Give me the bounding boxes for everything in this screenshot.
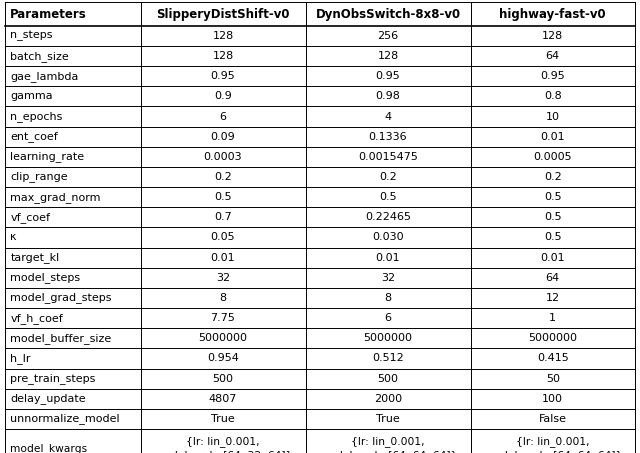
Text: 6: 6 bbox=[220, 111, 227, 121]
Text: target_kl: target_kl bbox=[10, 252, 60, 263]
Text: 500: 500 bbox=[212, 374, 234, 384]
Text: 100: 100 bbox=[542, 394, 563, 404]
Text: 0.5: 0.5 bbox=[544, 192, 561, 202]
Text: 10: 10 bbox=[546, 111, 560, 121]
Text: 0.0005: 0.0005 bbox=[533, 152, 572, 162]
Text: h_lr: h_lr bbox=[10, 353, 31, 364]
Text: 128: 128 bbox=[212, 51, 234, 61]
Text: {lr: lin_0.001,
model_arch: [64, 32, 64]}: {lr: lin_0.001, model_arch: [64, 32, 64]… bbox=[154, 436, 292, 453]
Text: 0.0003: 0.0003 bbox=[204, 152, 243, 162]
Text: clip_range: clip_range bbox=[10, 172, 68, 183]
Text: 0.5: 0.5 bbox=[544, 232, 561, 242]
Text: 256: 256 bbox=[378, 31, 399, 41]
Text: n_steps: n_steps bbox=[10, 31, 52, 41]
Text: 7.75: 7.75 bbox=[211, 313, 236, 323]
Text: 0.0015475: 0.0015475 bbox=[358, 152, 418, 162]
Text: 0.05: 0.05 bbox=[211, 232, 236, 242]
Text: vf_h_coef: vf_h_coef bbox=[10, 313, 63, 323]
Text: 0.954: 0.954 bbox=[207, 353, 239, 363]
Text: 0.2: 0.2 bbox=[544, 172, 561, 182]
Text: 0.030: 0.030 bbox=[372, 232, 404, 242]
Text: 4: 4 bbox=[385, 111, 392, 121]
Text: SlipperyDistShift-v0: SlipperyDistShift-v0 bbox=[156, 8, 290, 20]
Text: model_buffer_size: model_buffer_size bbox=[10, 333, 111, 344]
Text: highway-fast-v0: highway-fast-v0 bbox=[499, 8, 606, 20]
Text: 0.8: 0.8 bbox=[544, 92, 561, 101]
Text: 12: 12 bbox=[546, 293, 560, 303]
Text: 32: 32 bbox=[216, 273, 230, 283]
Text: 0.9: 0.9 bbox=[214, 92, 232, 101]
Text: 0.2: 0.2 bbox=[214, 172, 232, 182]
Text: 4807: 4807 bbox=[209, 394, 237, 404]
Text: 0.5: 0.5 bbox=[544, 212, 561, 222]
Text: 64: 64 bbox=[546, 51, 560, 61]
Text: gae_lambda: gae_lambda bbox=[10, 71, 79, 82]
Text: 0.01: 0.01 bbox=[540, 253, 565, 263]
Text: 128: 128 bbox=[212, 31, 234, 41]
Text: 0.1336: 0.1336 bbox=[369, 132, 407, 142]
Text: 128: 128 bbox=[542, 31, 563, 41]
Text: vf_coef: vf_coef bbox=[10, 212, 51, 223]
Text: unnormalize_model: unnormalize_model bbox=[10, 414, 120, 424]
Text: 0.415: 0.415 bbox=[537, 353, 568, 363]
Text: n_epochs: n_epochs bbox=[10, 111, 63, 122]
Text: 5000000: 5000000 bbox=[198, 333, 248, 343]
Text: False: False bbox=[539, 414, 566, 424]
Text: learning_rate: learning_rate bbox=[10, 151, 84, 162]
Text: model_kwargs: model_kwargs bbox=[10, 443, 88, 453]
Text: 0.512: 0.512 bbox=[372, 353, 404, 363]
Text: 5000000: 5000000 bbox=[364, 333, 413, 343]
Text: 0.22465: 0.22465 bbox=[365, 212, 411, 222]
Text: 500: 500 bbox=[378, 374, 399, 384]
Text: 50: 50 bbox=[546, 374, 560, 384]
Text: delay_update: delay_update bbox=[10, 393, 86, 404]
Text: 2000: 2000 bbox=[374, 394, 402, 404]
Text: 0.95: 0.95 bbox=[211, 71, 236, 81]
Text: {lr: lin_0.001,
model_arch: [64, 64, 64]}: {lr: lin_0.001, model_arch: [64, 64, 64]… bbox=[483, 436, 622, 453]
Text: 0.95: 0.95 bbox=[376, 71, 401, 81]
Text: gamma: gamma bbox=[10, 92, 53, 101]
Text: 5000000: 5000000 bbox=[528, 333, 577, 343]
Text: 0.5: 0.5 bbox=[214, 192, 232, 202]
Text: 0.01: 0.01 bbox=[540, 132, 565, 142]
Text: 1: 1 bbox=[549, 313, 556, 323]
Text: ent_coef: ent_coef bbox=[10, 131, 58, 142]
Text: {lr: lin_0.001,
model_arch: [64, 64, 64]}: {lr: lin_0.001, model_arch: [64, 64, 64]… bbox=[319, 436, 457, 453]
Text: 0.2: 0.2 bbox=[379, 172, 397, 182]
Text: Parameters: Parameters bbox=[10, 8, 87, 20]
Text: DynObsSwitch-8x8-v0: DynObsSwitch-8x8-v0 bbox=[316, 8, 461, 20]
Text: 0.95: 0.95 bbox=[540, 71, 565, 81]
Text: 0.5: 0.5 bbox=[380, 192, 397, 202]
Text: 32: 32 bbox=[381, 273, 395, 283]
Text: batch_size: batch_size bbox=[10, 51, 69, 62]
Text: max_grad_norm: max_grad_norm bbox=[10, 192, 100, 202]
Text: 0.01: 0.01 bbox=[376, 253, 401, 263]
Text: pre_train_steps: pre_train_steps bbox=[10, 373, 95, 384]
Text: model_steps: model_steps bbox=[10, 272, 81, 283]
Text: 8: 8 bbox=[220, 293, 227, 303]
Text: 6: 6 bbox=[385, 313, 392, 323]
Text: 0.09: 0.09 bbox=[211, 132, 236, 142]
Text: 0.98: 0.98 bbox=[376, 92, 401, 101]
Text: True: True bbox=[211, 414, 235, 424]
Text: κ: κ bbox=[10, 232, 17, 242]
Text: True: True bbox=[376, 414, 400, 424]
Text: model_grad_steps: model_grad_steps bbox=[10, 293, 112, 304]
Text: 0.01: 0.01 bbox=[211, 253, 236, 263]
Text: 128: 128 bbox=[378, 51, 399, 61]
Text: 64: 64 bbox=[546, 273, 560, 283]
Text: 0.7: 0.7 bbox=[214, 212, 232, 222]
Text: 8: 8 bbox=[385, 293, 392, 303]
